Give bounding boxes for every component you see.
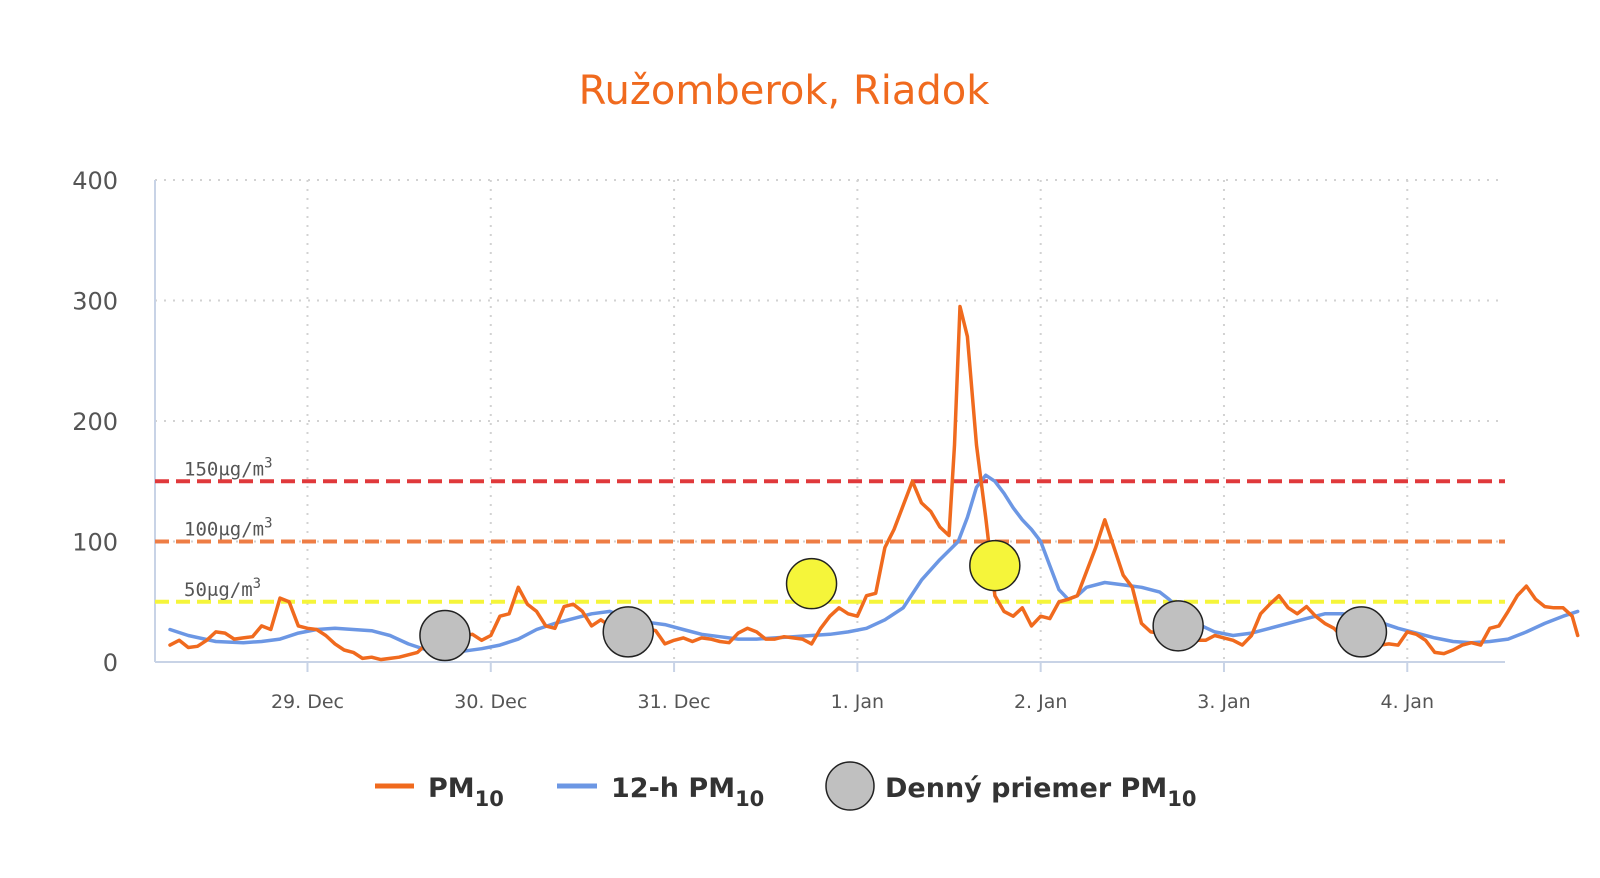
- y-tick-label: 0: [103, 649, 118, 677]
- x-tick-label: 1. Jan: [831, 691, 884, 713]
- y-tick-label: 100: [72, 529, 118, 557]
- chart-title: Ružomberok, Riadok: [579, 68, 991, 114]
- threshold-lines: 50μg/m3 100μg/m3 150μg/m3: [155, 455, 1505, 604]
- legend-item-daily-avg[interactable]: Denný priemer PM10: [825, 761, 1196, 811]
- y-tick-label: 400: [72, 167, 118, 195]
- threshold-label: 100μg/m3: [184, 516, 273, 541]
- x-tick-labels: 29. Dec 30. Dec 31. Dec 1. Jan 2. Jan 3. Jan 4…: [271, 662, 1434, 713]
- daily-average-markers: [419, 539, 1388, 662]
- y-tick-labels: 0 100 200 300 400: [72, 167, 118, 677]
- daily-average-point[interactable]: [1152, 600, 1204, 652]
- daily-average-point[interactable]: [602, 606, 654, 658]
- legend-daily-avg-label: Denný priemer PM10: [885, 773, 1196, 811]
- y-tick-label: 300: [72, 288, 118, 316]
- daily-average-point[interactable]: [785, 557, 838, 610]
- y-tick-label: 200: [72, 408, 118, 436]
- legend-item-pm10[interactable]: PM10: [375, 773, 504, 811]
- legend-daily-avg-swatch: [825, 761, 875, 811]
- x-tick-label: 3. Jan: [1197, 691, 1250, 713]
- daily-average-point[interactable]: [1335, 606, 1388, 658]
- legend: PM10 12-h PM10 Denný priemer PM10: [375, 761, 1196, 811]
- x-tick-label: 29. Dec: [271, 691, 344, 713]
- x-tick-label: 2. Jan: [1014, 691, 1067, 713]
- axes: [154, 180, 1505, 663]
- threshold-label: 50μg/m3: [184, 576, 261, 601]
- threshold-label: 150μg/m3: [184, 455, 273, 480]
- legend-item-12h-pm10[interactable]: 12-h PM10: [557, 773, 764, 811]
- x-tick-label: 4. Jan: [1381, 691, 1434, 713]
- legend-12h-pm10-label: 12-h PM10: [611, 773, 764, 811]
- x-tick-label: 30. Dec: [454, 691, 527, 713]
- daily-average-point[interactable]: [419, 609, 471, 662]
- daily-average-point[interactable]: [969, 539, 1021, 592]
- legend-pm10-label: PM10: [428, 773, 504, 811]
- x-tick-label: 31. Dec: [638, 691, 711, 713]
